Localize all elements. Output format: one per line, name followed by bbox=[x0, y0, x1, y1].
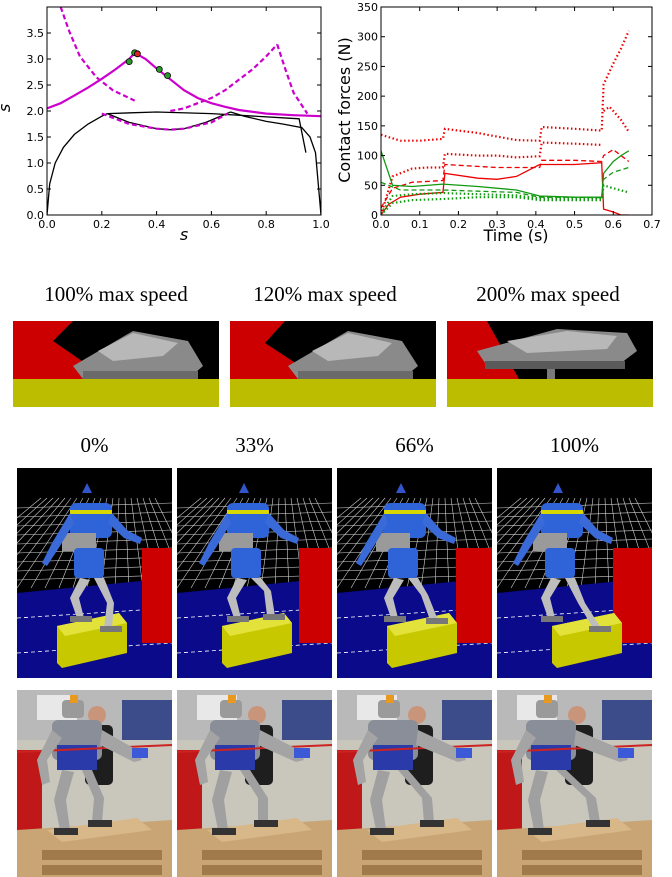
sim-frame-66-image bbox=[337, 468, 492, 678]
sim-frame-0-image bbox=[17, 468, 172, 678]
chart2-series-line bbox=[381, 141, 602, 215]
photo-frame-66 bbox=[337, 690, 492, 877]
progress-caption-0: 0% bbox=[80, 433, 109, 457]
foot-closeup-100-image bbox=[13, 321, 219, 407]
photo-frame-33 bbox=[177, 690, 332, 877]
chart2-ytick-label: 250 bbox=[357, 60, 378, 73]
progress-caption-100: 100% bbox=[550, 433, 599, 457]
chart2-xlabel: Time (s) bbox=[482, 226, 548, 245]
chart1-series-line bbox=[107, 111, 231, 131]
foot-closeup-120 bbox=[230, 321, 436, 407]
photo-frame-100-image bbox=[497, 690, 652, 877]
chart1-ytick-label: 2.0 bbox=[27, 105, 45, 118]
chart2-ytick-label: 50 bbox=[364, 179, 378, 192]
progress-caption-33: 33% bbox=[235, 433, 274, 457]
speed-caption-1: 100% max speed bbox=[44, 282, 188, 306]
chart1-marker-point bbox=[134, 50, 141, 58]
foot-closeup-200 bbox=[447, 321, 653, 407]
chart1-xtick-label: 0.6 bbox=[203, 218, 221, 231]
photo-frame-0-image bbox=[17, 690, 172, 877]
chart2-series-line bbox=[381, 183, 630, 215]
sim-frame-66 bbox=[337, 468, 492, 678]
chart1-marker-point bbox=[155, 66, 163, 73]
chart1-series-line bbox=[47, 52, 136, 110]
sim-frame-100 bbox=[497, 468, 652, 678]
chart1-series-line bbox=[170, 43, 279, 113]
chart2-xtick-label: 0.6 bbox=[605, 218, 623, 231]
chart2-series-line bbox=[381, 148, 630, 209]
chart1-series-line bbox=[230, 111, 321, 215]
chart1-series-line bbox=[59, 7, 136, 102]
chart1-ylabel: ṡ bbox=[0, 104, 14, 112]
phase-plane-chart: 0.0 0.2 0.4 0.6 0.8 1.0 0.0 0.5 1.0 1.5 2.0 2.5 3.0 3… bbox=[0, 6, 330, 244]
speed-caption-2: 120% max speed bbox=[253, 282, 397, 306]
chart1-marker-point bbox=[164, 72, 171, 80]
progress-caption-66: 66% bbox=[395, 433, 434, 457]
chart2-xtick-label: 0.7 bbox=[643, 218, 661, 231]
chart1-series-line bbox=[107, 111, 307, 153]
chart2-series-line bbox=[381, 150, 630, 198]
chart1-ytick-label: 3.0 bbox=[27, 53, 45, 66]
chart1-xtick-label: 0.4 bbox=[148, 218, 166, 231]
chart1-series-line bbox=[101, 112, 229, 131]
speed-caption-3: 200% max speed bbox=[476, 282, 620, 306]
sim-frame-0 bbox=[17, 468, 172, 678]
foot-closeup-100 bbox=[13, 321, 219, 407]
chart2-xtick-label: 0.4 bbox=[527, 218, 545, 231]
photo-frame-66-image bbox=[337, 690, 492, 877]
photo-frame-100 bbox=[497, 690, 652, 877]
chart2-ytick-label: 0 bbox=[371, 209, 378, 222]
chart2-ytick-label: 100 bbox=[357, 150, 378, 163]
chart1-marker-point bbox=[125, 58, 133, 65]
chart1-ytick-label: 1.0 bbox=[27, 157, 45, 170]
chart1-xlabel: s bbox=[180, 225, 188, 244]
chart2-series-line bbox=[381, 191, 602, 214]
chart1-ytick-label: 3.5 bbox=[27, 27, 45, 40]
chart1-series-line bbox=[47, 113, 108, 215]
contact-forces-chart: 0.0 0.1 0.2 0.3 0.4 0.5 0.6 0.7 0 50 100 150 200 250 3… bbox=[335, 1, 661, 245]
chart2-ytick-label: 350 bbox=[357, 1, 378, 14]
chart2-xtick-label: 0.3 bbox=[488, 218, 506, 231]
chart2-series-line bbox=[602, 105, 630, 133]
photo-frame-33-image bbox=[177, 690, 332, 877]
chart1-xtick-label: 0.2 bbox=[93, 218, 111, 231]
foot-closeup-200-image bbox=[447, 321, 653, 407]
chart2-ytick-label: 150 bbox=[357, 120, 378, 133]
chart1-xtick-label: 1.0 bbox=[312, 218, 330, 231]
chart1-series-line bbox=[276, 44, 309, 115]
chart2-ytick-label: 300 bbox=[357, 31, 378, 44]
chart2-series-line bbox=[381, 30, 630, 142]
chart1-ytick-label: 1.5 bbox=[27, 131, 45, 144]
sim-frame-100-image bbox=[497, 468, 652, 678]
chart1-xtick-label: 0.0 bbox=[38, 218, 56, 231]
photo-frame-0 bbox=[17, 690, 172, 877]
chart2-ytick-label: 200 bbox=[357, 90, 378, 103]
chart2-xtick-label: 0.2 bbox=[450, 218, 468, 231]
chart2-xtick-label: 0.5 bbox=[566, 218, 584, 231]
chart1-ytick-label: 0.5 bbox=[27, 183, 45, 196]
chart2-series-line bbox=[381, 166, 629, 199]
sim-frame-33 bbox=[177, 468, 332, 678]
chart1-xtick-label: 0.8 bbox=[257, 218, 275, 231]
foot-closeup-120-image bbox=[230, 321, 436, 407]
chart2-xtick-label: 0.1 bbox=[411, 218, 429, 231]
chart2-xtick-label: 0.0 bbox=[372, 218, 390, 231]
chart1-series-line bbox=[134, 51, 321, 118]
chart1-ytick-label: 2.5 bbox=[27, 79, 45, 92]
sim-frame-33-image bbox=[177, 468, 332, 678]
chart1-ytick-label: 0.0 bbox=[27, 209, 45, 222]
chart2-ylabel: Contact forces (N) bbox=[335, 37, 354, 183]
